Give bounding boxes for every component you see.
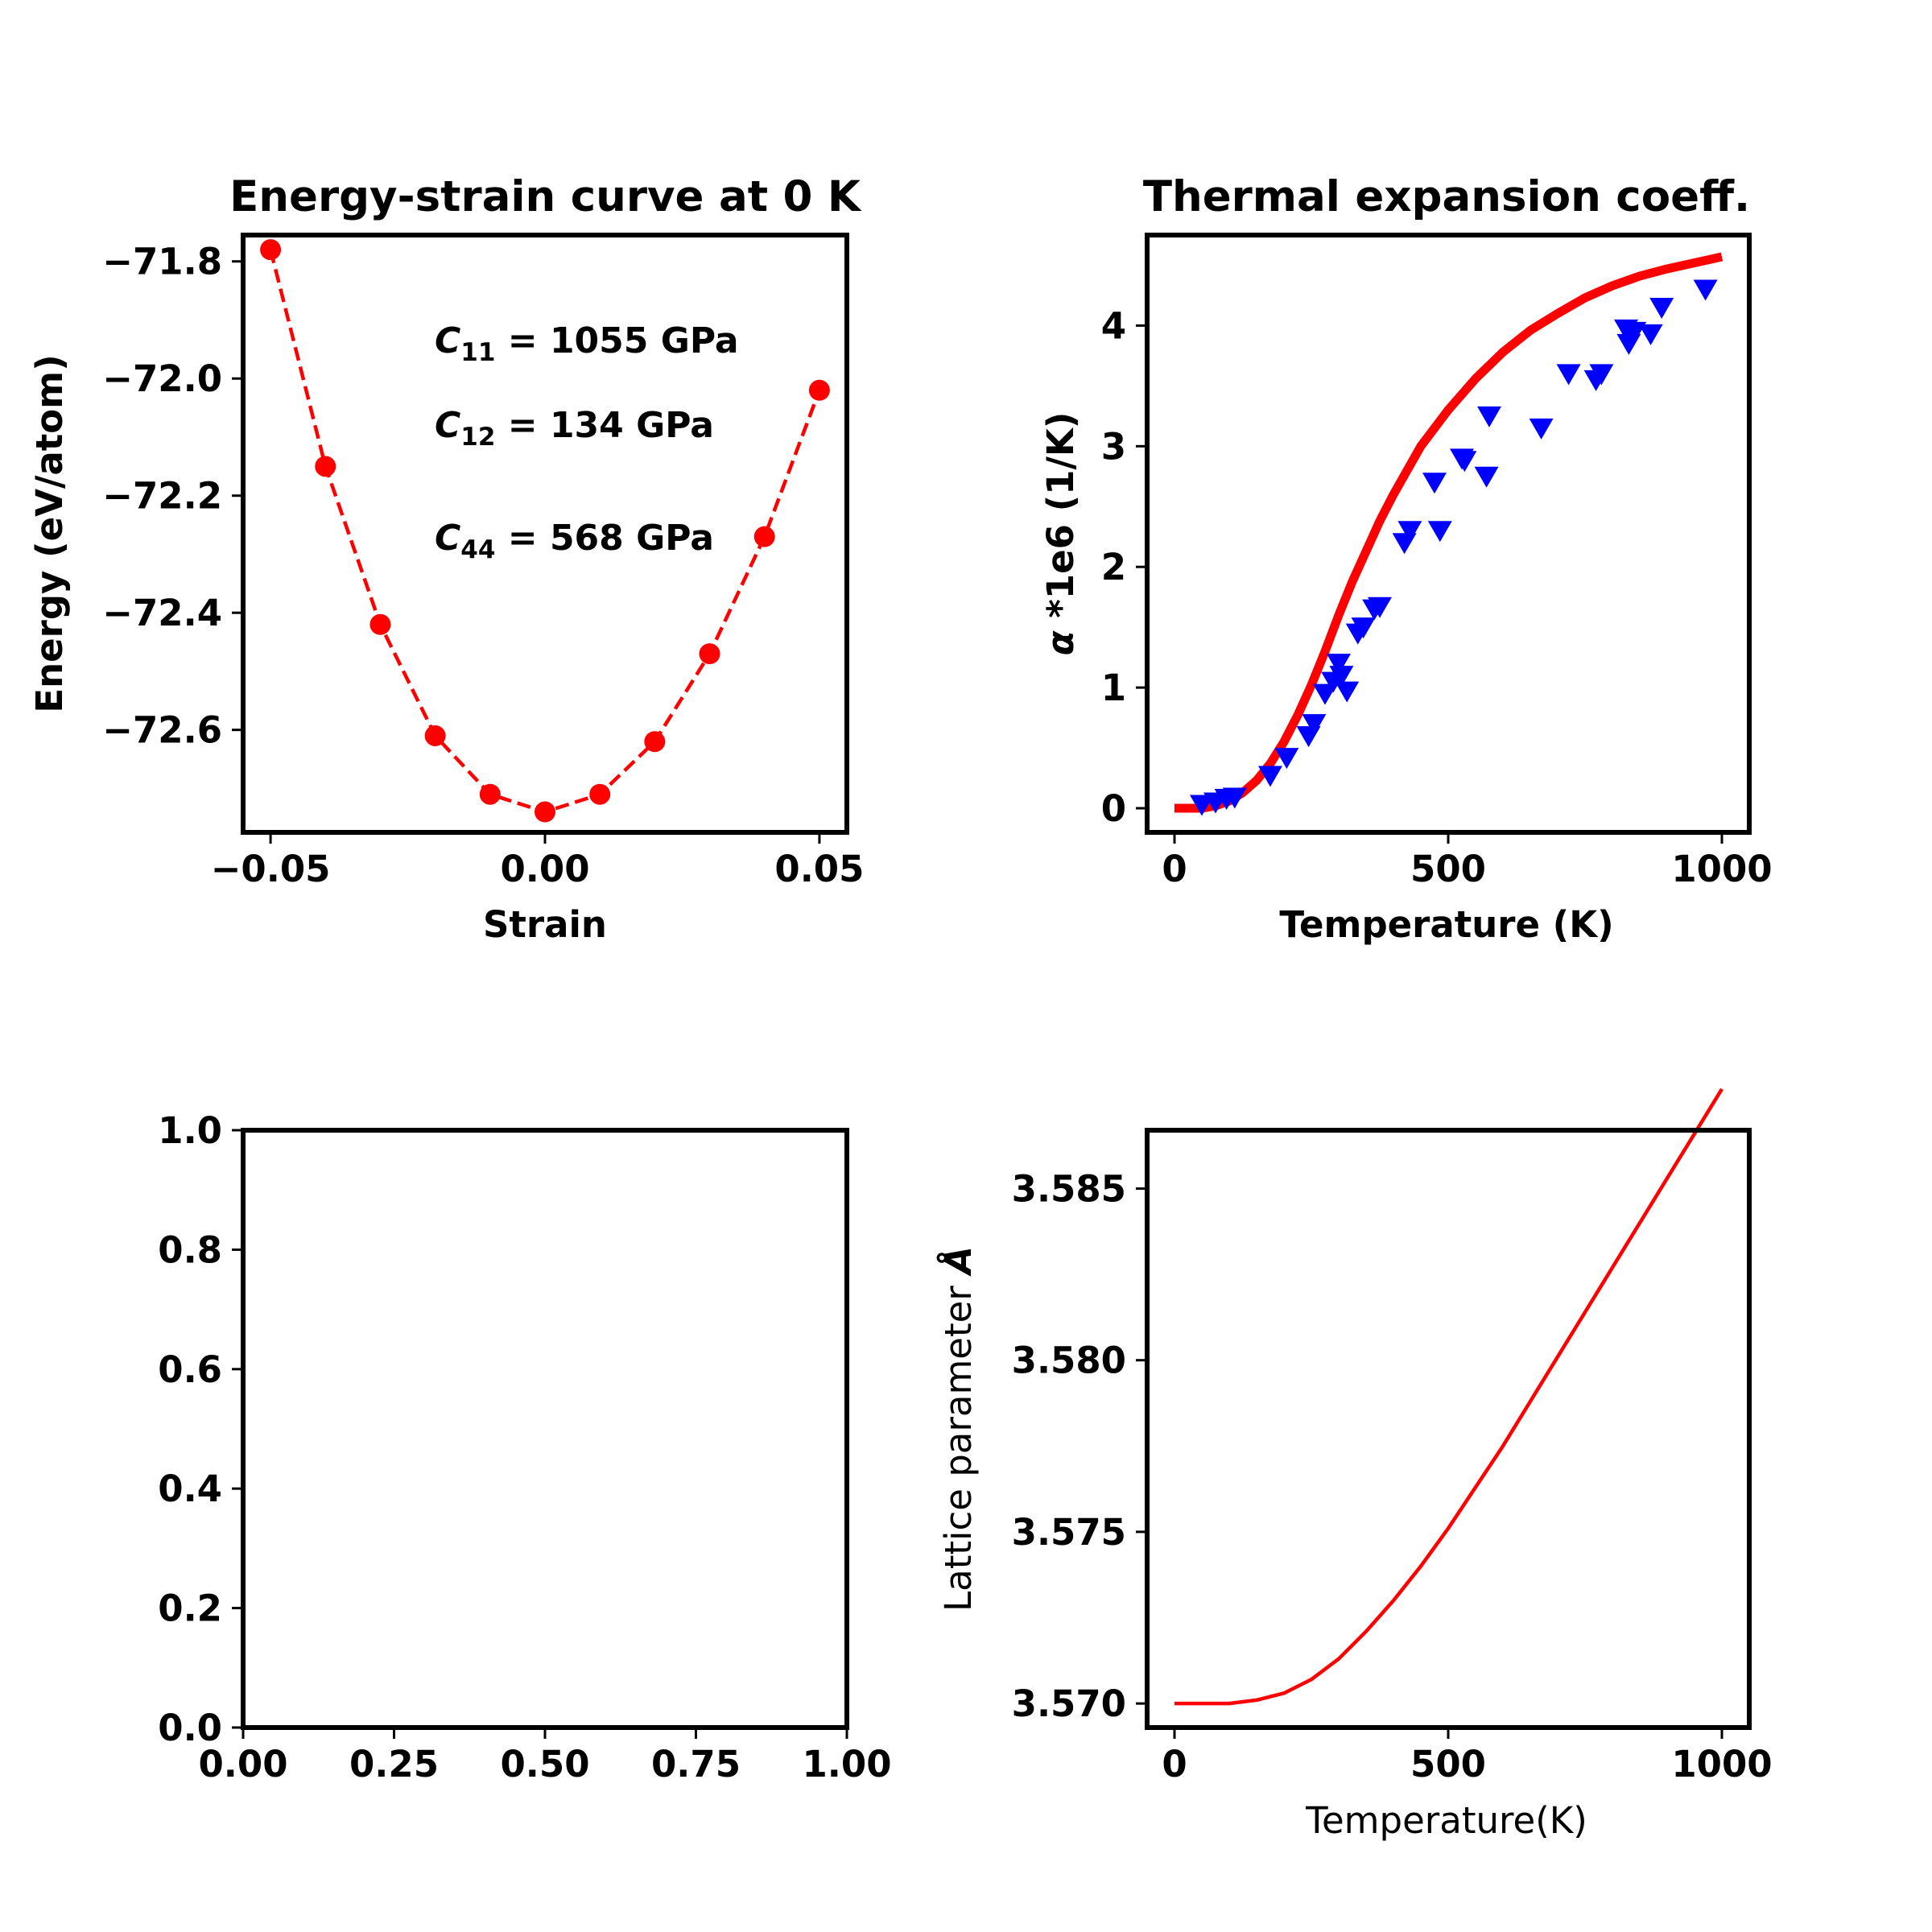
alpha-data-triangle	[1313, 683, 1337, 705]
energy-data-point	[589, 783, 611, 805]
alpha-data-triangle	[1335, 681, 1360, 703]
x-tick-label: 0.50	[500, 1743, 589, 1785]
alpha-data-triangle	[1368, 597, 1392, 618]
c12-annotation: C12 = 134 GPa	[435, 405, 714, 452]
energy-strain-panel: Energy-strain curve at 0 K −0.05 0.00 0.05…	[28, 172, 864, 946]
empty-panel-ticks: 0.00 0.25 0.50 0.75 1.00 0.0 0.2 0.4 0.6 0.8 1.0	[158, 1109, 891, 1785]
thermal-expansion-panel: Thermal expansion coeff. 0 500 1000 0 1 2 3 4 T…	[1039, 172, 1773, 946]
energy-data-point	[644, 731, 666, 753]
energy-data-point	[424, 724, 446, 746]
x-tick-label: 0	[1162, 1743, 1187, 1785]
c11-annotation: C11 = 1055 GPa	[435, 320, 739, 367]
x-tick-label: 1000	[1671, 848, 1772, 890]
y-tick-label: 1	[1101, 667, 1126, 709]
y-tick-label: 3.585	[1012, 1167, 1126, 1210]
alpha-fit-line	[1174, 252, 1724, 813]
alpha-data-triangle	[1452, 451, 1477, 473]
x-tick-label: 500	[1410, 1743, 1486, 1785]
y-tick-label: −72.4	[102, 592, 222, 634]
alpha-data-triangle	[1327, 654, 1351, 675]
energy-data-point	[369, 613, 391, 635]
energy-data-point	[479, 783, 501, 805]
alpha-data-triangle	[1422, 473, 1447, 494]
x-tick-label: 0.00	[500, 848, 589, 890]
lattice-parameter-axes-frame	[1145, 1128, 1752, 1730]
alpha-data-triangle	[1638, 324, 1663, 345]
elastic-constant-annotations: C11 = 1055 GPa C12 = 134 GPa C44 = 568 G…	[435, 320, 739, 564]
y-tick-label: 2	[1101, 546, 1126, 588]
y-tick-label: 3	[1101, 425, 1126, 468]
alpha-data-triangle	[1477, 406, 1501, 427]
alpha-data-triangle	[1302, 714, 1327, 736]
energy-data-point	[699, 643, 720, 665]
y-tick-label: −71.8	[102, 241, 222, 283]
alpha-data-triangle	[1397, 521, 1422, 543]
lattice-parameter-panel: 0 500 1000 3.570 3.575 3.580 3.585 Temperature…	[937, 1088, 1773, 1842]
alpha-data-triangle	[1258, 766, 1282, 787]
c44-annotation: C44 = 568 GPa	[435, 518, 714, 564]
energy-strain-ticks: −0.05 0.00 0.05 −71.8 −72.0 −72.2 −72.4 −72.6	[102, 241, 864, 890]
x-tick-label: 0.00	[198, 1743, 287, 1785]
x-tick-label: 0.75	[651, 1743, 741, 1785]
y-tick-label: 0.0	[158, 1707, 222, 1749]
thermal-expansion-xlabel: Temperature (K)	[1279, 903, 1613, 946]
x-tick-label: 0.05	[774, 848, 864, 890]
y-tick-label: −72.0	[102, 357, 222, 400]
alpha-data-triangle	[1649, 297, 1674, 319]
energy-strain-title: Energy-strain curve at 0 K	[229, 172, 862, 221]
thermal-expansion-title: Thermal expansion coeff.	[1143, 172, 1750, 221]
thermal-expansion-ylabel: α *1e6 (1/K)	[1039, 412, 1082, 656]
x-tick-label: 1.00	[802, 1743, 891, 1785]
lattice-parameter-ylabel: Lattice parameter Å	[937, 1246, 980, 1612]
y-tick-label: 3.570	[1012, 1682, 1126, 1725]
energy-strain-ylabel: Energy (eV/atom)	[28, 354, 71, 712]
lattice-parameter-line	[1174, 1088, 1724, 1706]
alpha-data-triangle	[1693, 279, 1718, 301]
x-tick-label: 0.25	[349, 1743, 439, 1785]
alpha-data-triangle	[1329, 666, 1354, 687]
alpha-data-triangle	[1222, 787, 1247, 809]
alpha-data-triangle	[1427, 521, 1452, 543]
energy-data-point	[753, 526, 775, 547]
y-tick-label: 0.6	[158, 1348, 222, 1391]
x-tick-label: 1000	[1671, 1743, 1772, 1785]
x-tick-label: 0	[1162, 848, 1187, 890]
thermal-expansion-ticks: 0 500 1000 0 1 2 3 4	[1101, 304, 1773, 890]
y-tick-label: 4	[1101, 304, 1126, 347]
energy-strain-xlabel: Strain	[483, 903, 607, 946]
lattice-parameter-plot-area	[1174, 1088, 1724, 1706]
y-tick-label: 0.2	[158, 1587, 222, 1630]
y-tick-label: −72.6	[102, 709, 222, 752]
y-tick-label: 3.575	[1012, 1511, 1126, 1554]
lattice-parameter-ticks: 0 500 1000 3.570 3.575 3.580 3.585	[1012, 1167, 1773, 1785]
y-tick-label: 1.0	[158, 1109, 222, 1152]
energy-data-point	[808, 379, 830, 401]
empty-axes-frame	[241, 1128, 849, 1730]
y-tick-label: 3.580	[1012, 1340, 1126, 1382]
x-tick-label: −0.05	[211, 848, 331, 890]
thermal-expansion-plot-area	[1174, 252, 1724, 816]
alpha-data-triangle	[1589, 364, 1614, 386]
lattice-parameter-xlabel: Temperature(K)	[1305, 1799, 1587, 1842]
alpha-data-triangle	[1529, 418, 1554, 440]
y-tick-label: 0.4	[158, 1468, 222, 1510]
alpha-data-triangle	[1351, 617, 1376, 639]
alpha-data-triangle	[1556, 364, 1581, 386]
alpha-data-triangle	[1274, 748, 1299, 770]
energy-data-point	[260, 239, 282, 261]
energy-data-point	[535, 801, 555, 823]
y-tick-label: 0	[1101, 787, 1126, 830]
y-tick-label: 0.8	[158, 1228, 222, 1271]
energy-data-point	[315, 456, 336, 477]
alpha-data-triangle	[1474, 466, 1499, 488]
x-tick-label: 500	[1410, 848, 1486, 890]
energy-strain-plot-area	[260, 239, 830, 823]
y-tick-label: −72.2	[102, 475, 222, 518]
empty-panel: 0.00 0.25 0.50 0.75 1.00 0.0 0.2 0.4 0.6 0.8 1.0	[158, 1109, 891, 1785]
